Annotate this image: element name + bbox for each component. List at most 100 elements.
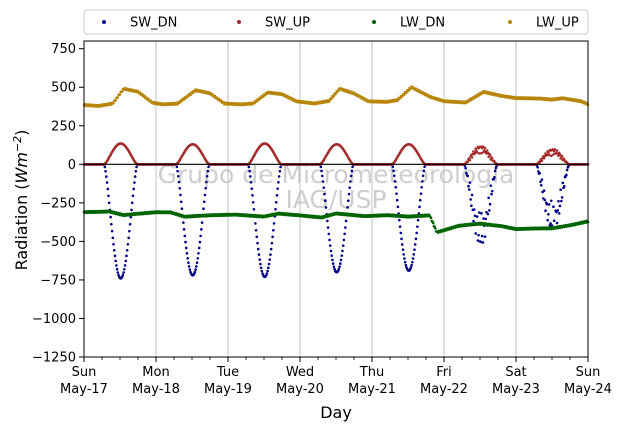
point-SW_DN — [277, 180, 280, 184]
point-SW_DN — [332, 265, 336, 268]
point-SW_DN — [547, 203, 551, 206]
point-SW_DN — [177, 180, 181, 184]
point-SW_DN — [486, 212, 490, 216]
point-SW_DN — [419, 192, 423, 195]
point-SW_DN — [401, 248, 405, 251]
point-SW_DN — [422, 169, 426, 173]
point-SW_DN — [480, 212, 483, 215]
point-SW_DN — [400, 243, 404, 246]
point-SW_DN — [265, 272, 269, 275]
point-SW_DN — [259, 266, 263, 270]
point-SW_UP — [474, 147, 477, 150]
point-SW_DN — [539, 183, 543, 187]
point-SW_DN — [414, 237, 418, 241]
point-SW_DN — [552, 205, 555, 209]
x-tick-label-1: Mon — [142, 365, 169, 380]
point-SW_DN — [480, 234, 484, 238]
point-SW_DN — [179, 200, 183, 204]
point-SW_DN — [399, 231, 403, 235]
point-SW_DN — [267, 262, 271, 266]
point-LW_UP — [330, 97, 333, 100]
point-SW_DN — [321, 180, 325, 183]
point-SW_DN — [396, 205, 400, 209]
point-LW_UP — [141, 92, 144, 96]
point-SW_UP — [481, 145, 485, 148]
point-SW_DN — [254, 222, 257, 225]
point-SW_DN — [114, 259, 117, 263]
point-SW_UP — [559, 157, 562, 160]
point-SW_DN — [122, 271, 125, 274]
point-SW_DN — [187, 261, 190, 264]
point-SW_DN — [403, 257, 406, 260]
point-LW_UP — [182, 98, 186, 101]
point-SW_DN — [330, 254, 333, 257]
point-SW_DN — [536, 165, 539, 169]
point-SW_DN — [548, 224, 552, 227]
point-SW_DN — [476, 239, 480, 242]
point-SW_DN — [539, 180, 542, 184]
point-SW_DN — [107, 201, 111, 205]
point-SW_DN — [323, 192, 326, 196]
point-SW_DN — [269, 247, 273, 251]
series-LW_UP — [82, 85, 590, 108]
point-SW_DN — [344, 226, 347, 229]
point-SW_DN — [135, 165, 138, 169]
point-SW_DN — [489, 184, 493, 187]
point-SW_DN — [255, 235, 259, 239]
x-tick-sublabel-6: May-23 — [492, 382, 540, 397]
y-tick-label-7: −1000 — [32, 312, 76, 327]
point-SW_DN — [418, 198, 422, 202]
point-SW_UP — [477, 152, 481, 155]
point-SW_DN — [123, 264, 127, 267]
point-SW_DN — [266, 269, 269, 273]
point-SW_DN — [252, 208, 256, 211]
point-SW_DN — [128, 229, 131, 233]
point-SW_UP — [562, 157, 566, 161]
point-SW_DN — [177, 174, 180, 178]
point-SW_DN — [206, 169, 210, 173]
point-SW_DN — [475, 215, 479, 218]
point-SW_DN — [393, 174, 396, 178]
point-SW_UP — [549, 154, 553, 158]
x-tick-sublabel-1: May-18 — [132, 382, 180, 397]
point-SW_DN — [346, 199, 350, 203]
legend-marker-SW_UP — [237, 20, 241, 24]
legend-label-SW_UP: SW_UP — [265, 16, 310, 31]
point-SW_DN — [556, 209, 560, 212]
y-tick-label-0: 750 — [51, 42, 76, 57]
legend-label-LW_DN: LW_DN — [400, 16, 445, 31]
point-SW_DN — [274, 200, 278, 204]
point-SW_DN — [184, 240, 187, 244]
y-tick-label-8: −1250 — [32, 351, 76, 366]
point-SW_DN — [323, 199, 327, 203]
point-LW_UP — [176, 103, 179, 106]
point-SW_DN — [267, 266, 270, 270]
legend-label-LW_UP: LW_UP — [536, 16, 579, 31]
point-SW_DN — [183, 234, 187, 238]
point-LW_UP — [118, 93, 122, 96]
x-tick-label-7: Sun — [576, 365, 601, 380]
point-SW_DN — [549, 222, 552, 225]
point-SW_DN — [187, 265, 191, 268]
point-SW_DN — [477, 211, 481, 214]
point-SW_DN — [398, 225, 402, 228]
point-SW_DN — [413, 248, 416, 251]
point-SW_DN — [130, 208, 133, 212]
point-SW_DN — [484, 217, 488, 221]
point-SW_DN — [347, 192, 351, 196]
point-SW_DN — [115, 264, 118, 267]
point-SW_DN — [537, 170, 540, 173]
point-LW_UP — [138, 91, 142, 94]
point-SW_DN — [272, 228, 275, 232]
point-LW_UP — [209, 91, 213, 95]
point-SW_DN — [340, 254, 344, 257]
point-SW_DN — [400, 237, 403, 241]
point-SW_DN — [415, 231, 418, 235]
point-SW_DN — [175, 165, 179, 169]
legend-label-SW_DN: SW_DN — [130, 16, 177, 31]
point-SW_DN — [464, 166, 467, 170]
point-SW_DN — [129, 215, 133, 219]
x-tick-sublabel-4: May-21 — [348, 382, 396, 397]
point-SW_UP — [538, 160, 542, 164]
point-SW_DN — [249, 180, 253, 184]
